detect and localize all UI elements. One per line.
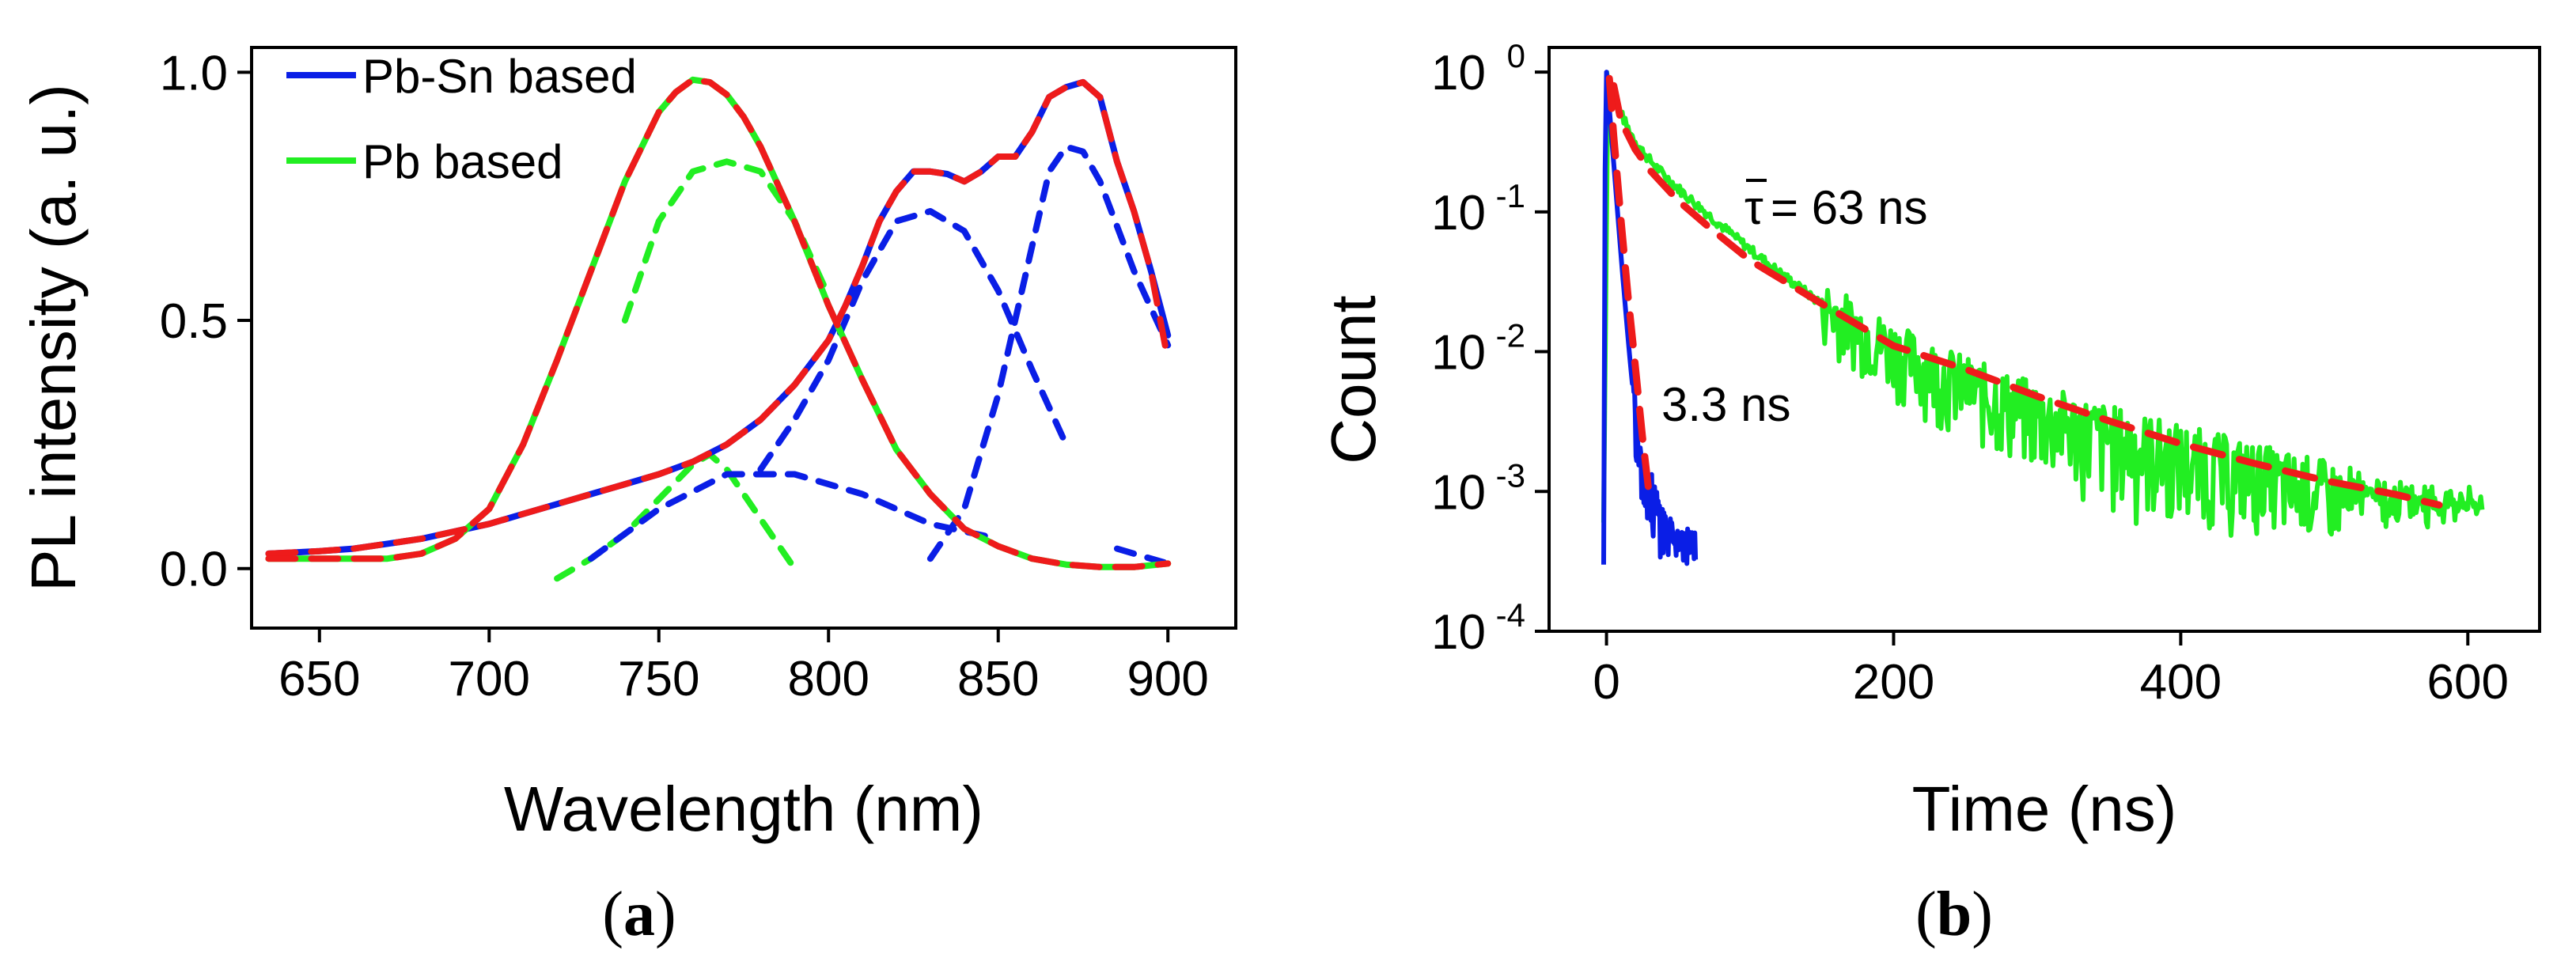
- y-tick-exponent: -1: [1496, 177, 1525, 214]
- annotation-tau-63: τ = 63 ns: [1744, 179, 1928, 234]
- x-tick-label: 800: [788, 652, 869, 706]
- panel-a-legend: Pb-Sn based Pb based: [286, 50, 637, 188]
- series-pb-sn-fit: [265, 78, 1172, 557]
- y-tick-label: 10: [1431, 605, 1486, 660]
- x-tick-label: 600: [2427, 655, 2509, 710]
- series-pb-sn-fit-peak-2: [757, 208, 1070, 473]
- panel-a-axes-frame: [250, 46, 1237, 630]
- y-tick-label: 10: [1431, 46, 1486, 100]
- panel-b-x-ticks: 0 200 400 600: [1593, 631, 2509, 710]
- legend-label-pb: Pb based: [362, 135, 563, 188]
- panel-b-y-ticks: 10 -4 10 -3 10 -2 10 -1 10 0: [1431, 37, 1549, 660]
- series-pb-fit: [265, 76, 1172, 570]
- panel-b-axes-frame: [1547, 46, 2541, 633]
- panel-a-y-ticks: 0.0 0.5 1.0: [160, 46, 252, 597]
- series-pb-sn-fit-peak-1: [588, 471, 1002, 562]
- annotation-3-3ns: 3.3 ns: [1661, 378, 1790, 431]
- series-pb-fit-peak-2: [621, 158, 832, 324]
- panel-b-xlabel: Time (ns): [1912, 774, 2177, 844]
- x-tick-label: 850: [957, 652, 1039, 706]
- y-tick-exponent: -4: [1496, 596, 1525, 634]
- x-tick-label: 900: [1127, 652, 1208, 706]
- panel-b-plot-area: [1601, 70, 2485, 566]
- panel-a-plot-area: [265, 76, 1172, 582]
- x-tick-label: 750: [618, 652, 699, 706]
- x-tick-label: 0: [1593, 655, 1619, 710]
- caption-a: (a): [602, 880, 676, 949]
- series-pb-fit: [1610, 81, 2443, 509]
- annotation-tau-value: = 63 ns: [1771, 181, 1928, 234]
- y-tick-label: 1.0: [160, 46, 228, 100]
- y-tick-label: 10: [1431, 465, 1486, 520]
- x-tick-label: 400: [2140, 655, 2222, 710]
- x-tick-label: 650: [278, 652, 360, 706]
- y-tick-exponent: -2: [1496, 317, 1525, 354]
- panel-a-pl-spectrum: 650 700 750 800 850 900 0.0 0.5 1.0 Wavelength …: [18, 46, 1237, 844]
- series-pb-based-decay: [1604, 70, 2485, 538]
- y-tick-label: 10: [1431, 186, 1486, 240]
- y-tick-label: 0.5: [160, 294, 228, 349]
- caption-b: (b): [1915, 880, 1993, 949]
- panel-b-ylabel: Count: [1318, 295, 1388, 464]
- y-tick-exponent: -3: [1496, 456, 1525, 494]
- y-tick-label: 0.0: [160, 543, 228, 597]
- caption-a-letter: a: [623, 880, 655, 949]
- x-tick-label: 200: [1853, 655, 1934, 710]
- x-tick-label: 700: [449, 652, 530, 706]
- panel-a-x-ticks: 650 700 750 800 850 900: [278, 628, 1209, 706]
- series-pb-sn-fit: [1605, 74, 1654, 502]
- annotation-tau-symbol: τ: [1744, 181, 1763, 234]
- y-tick-label: 10: [1431, 326, 1486, 380]
- panel-a-ylabel: PL intensity (a. u.): [18, 84, 89, 592]
- caption-b-letter: b: [1937, 880, 1972, 949]
- series-pb-fit-residual-peak: [1113, 545, 1172, 567]
- panel-b-decay: 0 200 400 600 10 -4 10 -3 10 -2 10 -1 10 0 Time (ns)…: [1318, 37, 2541, 844]
- series-pb-sn-fit-peak-3: [926, 143, 1172, 562]
- y-tick-exponent: 0: [1507, 37, 1525, 74]
- panel-a-xlabel: Wavelength (nm): [504, 774, 983, 844]
- legend-label-pb-sn: Pb-Sn based: [362, 50, 637, 103]
